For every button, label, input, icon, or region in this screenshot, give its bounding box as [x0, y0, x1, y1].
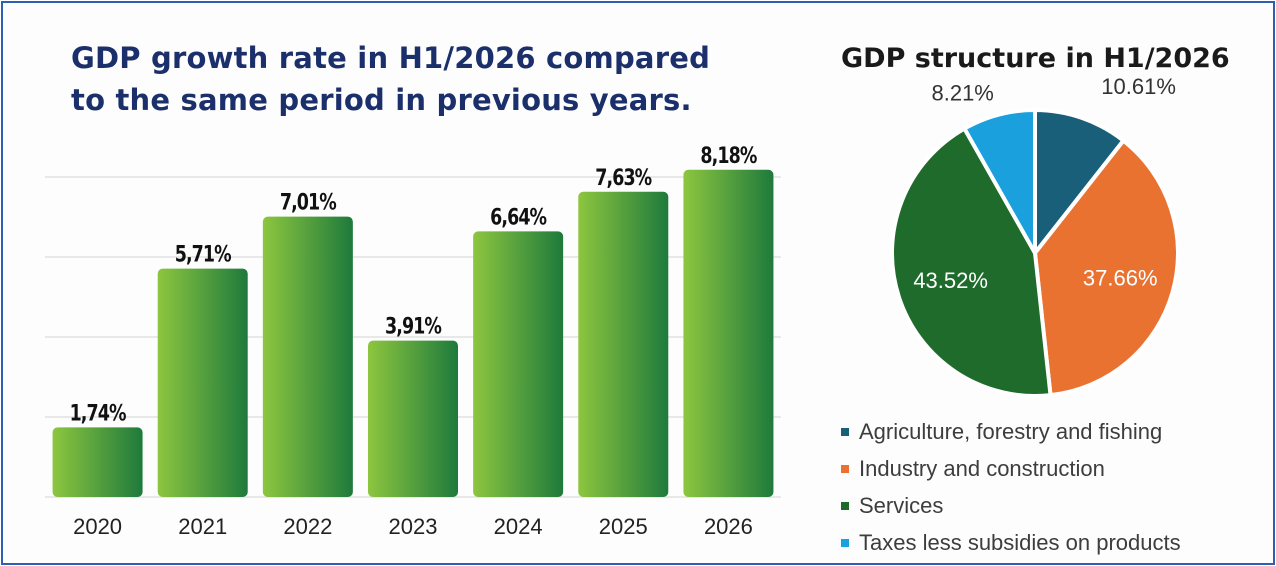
bar-chart: 1,74% 2020 5,71% 2021 7,01% 2022 3,91% 2023 6,64… — [45, 143, 781, 539]
bar-chart-title-line-2: to the same period in previous years. — [71, 83, 692, 117]
bar-2024 — [473, 231, 564, 497]
bar-value-label: 6,64% — [490, 205, 547, 230]
pie-legend: Agriculture, forestry and fishing Industr… — [841, 413, 1181, 561]
bar-value-label: 1,74% — [70, 401, 127, 426]
pie-chart-title: GDP structure in H1/2026 — [841, 43, 1230, 74]
legend-item: Services — [841, 487, 1181, 524]
bar-2022 — [262, 216, 353, 497]
legend-label: Agriculture, forestry and fishing — [859, 418, 1163, 444]
bar-value-label: 7,63% — [595, 165, 652, 190]
bar-value-label: 3,91% — [385, 314, 442, 339]
pie-value-label: 43.52% — [913, 268, 988, 293]
pie-slice-4 — [962, 108, 1037, 255]
legend-label: Services — [859, 492, 944, 518]
pie-slice-2 — [1033, 138, 1180, 398]
pie-chart: 10.61% 37.66% 43.52% 8.21% — [890, 74, 1180, 398]
legend-item: Industry and construction — [841, 450, 1181, 487]
pie-slice-1 — [1033, 108, 1126, 255]
bar-value-label: 7,01% — [280, 190, 337, 215]
legend-swatch — [841, 538, 849, 547]
bar-series: 1,74% 2020 5,71% 2021 7,01% 2022 3,91% 2023 6,64… — [52, 143, 774, 539]
bar-chart-title-line-1: GDP growth rate in H1/2026 compared — [71, 41, 711, 75]
legend-label: Industry and construction — [859, 455, 1105, 481]
pie-slices: 10.61% 37.66% 43.52% 8.21% — [890, 74, 1180, 398]
legend-swatch — [841, 427, 849, 436]
pie-value-label: 8.21% — [931, 81, 993, 106]
legend-swatch — [841, 464, 849, 473]
bar-2021 — [157, 268, 248, 497]
bar-value-label: 5,71% — [175, 242, 232, 267]
bar-2020 — [52, 427, 143, 497]
x-tick-label: 2026 — [704, 514, 753, 539]
x-tick-label: 2025 — [599, 514, 648, 539]
bar-2023 — [368, 340, 458, 497]
bar-chart-title: GDP growth rate in H1/2026 compared to t… — [71, 37, 710, 121]
legend-item: Taxes less subsidies on products — [841, 524, 1181, 561]
bar-2026 — [683, 169, 774, 498]
x-tick-label: 2021 — [178, 514, 227, 539]
x-tick-label: 2024 — [494, 514, 543, 539]
legend-swatch — [841, 501, 849, 510]
x-tick-label: 2022 — [283, 514, 332, 539]
legend-item: Agriculture, forestry and fishing — [841, 413, 1181, 450]
x-tick-label: 2023 — [389, 514, 438, 539]
pie-value-label: 10.61% — [1101, 74, 1176, 99]
legend-label: Taxes less subsidies on products — [859, 529, 1181, 555]
x-tick-label: 2020 — [73, 514, 122, 539]
bar-value-label: 8,18% — [700, 143, 757, 168]
pie-value-label: 37.66% — [1083, 265, 1158, 290]
bar-2025 — [578, 191, 669, 498]
pie-slice-3 — [890, 126, 1053, 398]
